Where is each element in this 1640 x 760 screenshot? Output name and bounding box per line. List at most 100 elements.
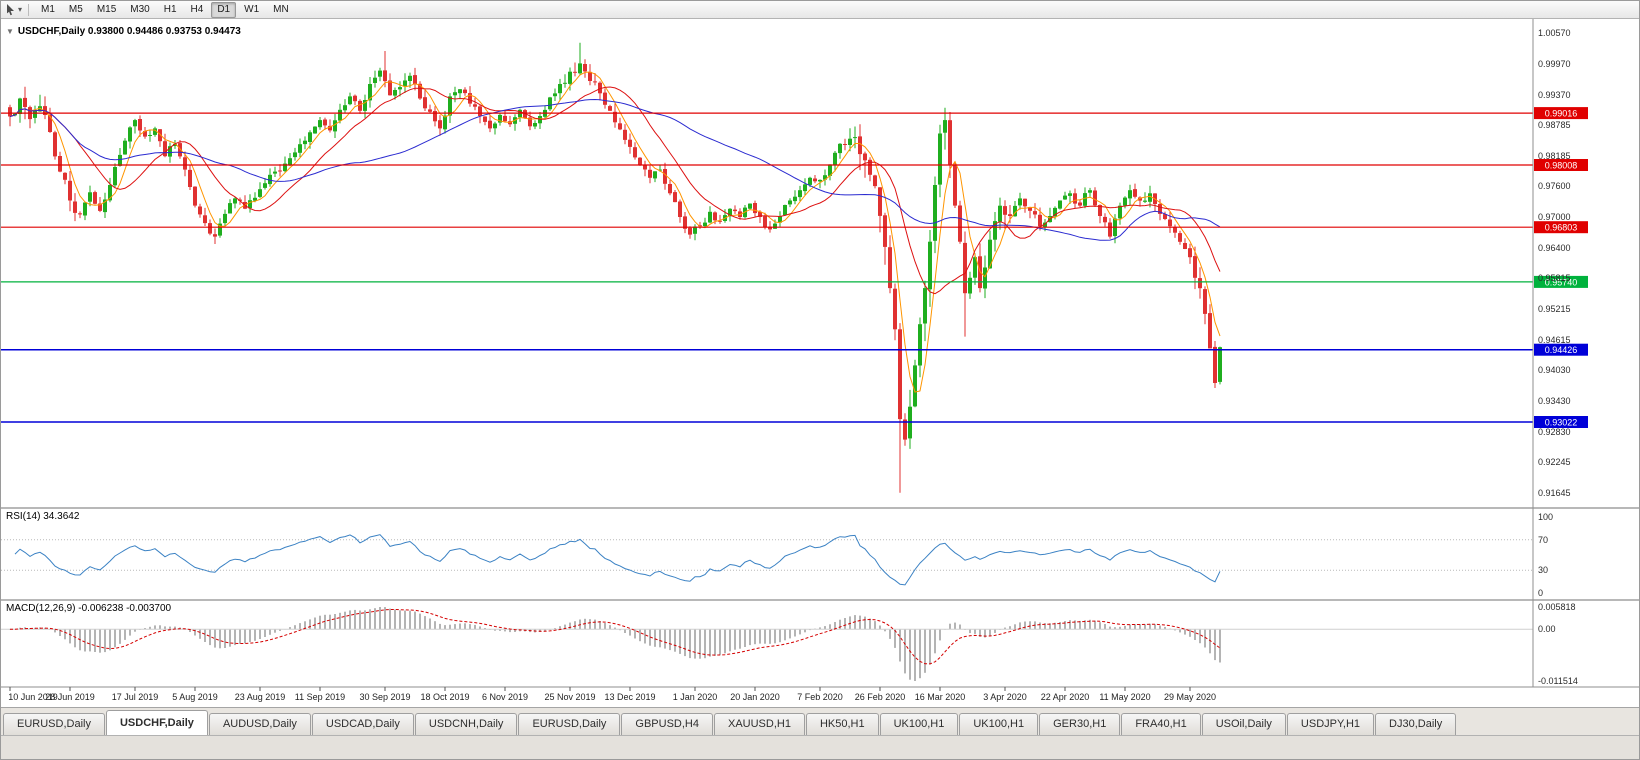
macd-histogram-group — [1, 607, 1533, 681]
svg-text:30: 30 — [1538, 565, 1548, 575]
svg-text:0.97000: 0.97000 — [1538, 212, 1571, 222]
svg-text:0.94615: 0.94615 — [1538, 335, 1571, 345]
macd-signal-line — [10, 609, 1221, 665]
price-tag-0.95740 — [1534, 275, 1588, 288]
status-bar — [1, 735, 1639, 759]
svg-text:1.00570: 1.00570 — [1538, 28, 1571, 38]
svg-text:0.98185: 0.98185 — [1538, 151, 1571, 161]
svg-text:0.93430: 0.93430 — [1538, 396, 1571, 406]
chart-tab-10-uk100-h1[interactable]: UK100,H1 — [959, 713, 1039, 735]
svg-text:0: 0 — [1538, 588, 1543, 598]
svg-text:13 Dec 2019: 13 Dec 2019 — [604, 692, 655, 702]
svg-text:0.91645: 0.91645 — [1538, 488, 1571, 498]
macd-panel-divider[interactable] — [1, 599, 1640, 601]
price-tag-0.96803 — [1534, 221, 1588, 234]
chart-tab-5-eurusd-daily[interactable]: EURUSD,Daily — [518, 713, 621, 735]
tf-button-mn[interactable]: MN — [273, 3, 289, 15]
toolbar-separator — [28, 3, 30, 16]
rsi-axis-labels: 100 70 30 0 — [1538, 512, 1553, 598]
svg-text:26 Feb 2020: 26 Feb 2020 — [855, 692, 906, 702]
chart-tab-13-usoil-daily[interactable]: USOil,Daily — [1201, 713, 1286, 735]
hline-0.98008[interactable]: 0.98008 — [1, 159, 1588, 171]
chart-tab-0-eurusd-daily[interactable]: EURUSD,Daily — [3, 713, 105, 735]
chart-tab-2-audusd-daily[interactable]: AUDUSD,Daily — [208, 713, 311, 735]
rsi-line — [14, 534, 1221, 586]
svg-text:0.95215: 0.95215 — [1538, 304, 1571, 314]
svg-text:11 Sep 2019: 11 Sep 2019 — [295, 692, 345, 702]
macd-axis-labels: 0.005818 0.00 -0.011514 — [1538, 602, 1578, 686]
svg-text:30 Sep 2019: 30 Sep 2019 — [359, 692, 410, 702]
svg-text:1 Jan 2020: 1 Jan 2020 — [673, 692, 718, 702]
chart-tab-8-hk50-h1[interactable]: HK50,H1 — [805, 713, 879, 735]
svg-text:0.97600: 0.97600 — [1538, 181, 1571, 191]
tf-button-m5[interactable]: M5 — [68, 3, 83, 15]
chart-tab-15-dj30-daily[interactable]: DJ30,Daily — [1375, 713, 1457, 735]
ma-fast-line — [9, 71, 1221, 393]
svg-text:17 Jul 2019: 17 Jul 2019 — [112, 692, 159, 702]
svg-text:0.95740: 0.95740 — [1545, 277, 1578, 287]
svg-text:5 Aug 2019: 5 Aug 2019 — [172, 692, 218, 702]
hline-0.96803[interactable]: 0.96803 — [1, 221, 1588, 234]
chart-tab-11-ger30-h1[interactable]: GER30,H1 — [1039, 713, 1121, 735]
chart-tab-4-usdcnh-daily[interactable]: USDCNH,Daily — [414, 713, 518, 735]
svg-text:0.00: 0.00 — [1538, 624, 1556, 634]
price-tag-0.94426 — [1534, 343, 1588, 356]
chart-tab-12-fra40-h1[interactable]: FRA40,H1 — [1121, 713, 1201, 735]
svg-text:7 Feb 2020: 7 Feb 2020 — [797, 692, 843, 702]
chart-background — [1, 19, 1639, 707]
chart-tab-3-usdcad-daily[interactable]: USDCAD,Daily — [311, 713, 414, 735]
chart-tab-9-uk100-h1[interactable]: UK100,H1 — [879, 713, 959, 735]
cursor-tool-icon[interactable] — [4, 3, 17, 16]
svg-text:28 Jun 2019: 28 Jun 2019 — [45, 692, 95, 702]
chart-tab-1-usdchf-daily[interactable]: USDCHF,Daily — [105, 710, 208, 735]
rsi-group — [1, 539, 1533, 571]
svg-text:0.96400: 0.96400 — [1538, 243, 1571, 253]
svg-text:22 Apr 2020: 22 Apr 2020 — [1041, 692, 1090, 702]
svg-text:29 May 2020: 29 May 2020 — [1164, 692, 1216, 702]
svg-text:0.99970: 0.99970 — [1538, 59, 1571, 69]
svg-text:100: 100 — [1538, 512, 1553, 522]
svg-text:18 Oct 2019: 18 Oct 2019 — [420, 692, 469, 702]
svg-text:0.005818: 0.005818 — [1538, 602, 1576, 612]
tf-button-m30[interactable]: M30 — [130, 3, 150, 15]
svg-text:0.92245: 0.92245 — [1538, 457, 1571, 467]
ma-mid-line — [9, 86, 1221, 295]
hline-0.99016[interactable]: 0.99016 — [1, 107, 1588, 120]
tf-button-w1[interactable]: W1 — [244, 3, 260, 15]
price-axis-labels: 1.00570 0.99970 0.99370 0.98785 0.98185 0.976… — [1538, 28, 1571, 498]
svg-text:-0.011514: -0.011514 — [1538, 676, 1578, 686]
svg-text:0.98008: 0.98008 — [1545, 161, 1578, 171]
tf-button-d1[interactable]: D1 — [211, 1, 237, 18]
price-tag-0.99016 — [1534, 107, 1588, 120]
svg-text:0.94030: 0.94030 — [1538, 365, 1571, 375]
svg-text:0.95815: 0.95815 — [1538, 273, 1571, 283]
tf-button-h4[interactable]: H4 — [190, 3, 204, 15]
price-tag-0.93022 — [1534, 416, 1588, 428]
chart-region: 0.99016 0.98008 0.96803 0.95740 0.94426 0.930… — [1, 19, 1640, 707]
chart-tab-7-xauusd-h1[interactable]: XAUUSD,H1 — [713, 713, 805, 735]
hline-0.94426[interactable]: 0.94426 — [1, 343, 1588, 356]
svg-text:0.93022: 0.93022 — [1545, 418, 1578, 428]
tf-button-m1[interactable]: M1 — [41, 3, 55, 15]
hline-0.95740[interactable]: 0.95740 — [1, 275, 1588, 288]
tf-button-m15[interactable]: M15 — [96, 3, 117, 15]
rsi-panel-divider[interactable] — [1, 507, 1640, 509]
svg-text:10 Jun 2019: 10 Jun 2019 — [8, 692, 58, 702]
chart-tab-6-gbpusd-h4[interactable]: GBPUSD,H4 — [621, 713, 713, 735]
svg-text:0.99370: 0.99370 — [1538, 90, 1571, 100]
hline-0.93022[interactable]: 0.93022 — [1, 416, 1588, 428]
svg-text:0.92830: 0.92830 — [1538, 427, 1571, 437]
timeframe-toolbar: ▾ M1 M5 M15 M30 H1 H4 D1 W1 MN — [1, 1, 1639, 19]
price-tag-0.98008 — [1534, 159, 1588, 171]
cursor-tool-dropdown-icon[interactable]: ▾ — [18, 4, 23, 14]
chart-canvas[interactable]: 0.99016 0.98008 0.96803 0.95740 0.94426 0.930… — [1, 19, 1640, 707]
tf-button-h1[interactable]: H1 — [163, 3, 177, 15]
chart-tabs-bar: EURUSD,Daily USDCHF,Daily AUDUSD,Daily USDC… — [1, 707, 1639, 735]
ma-slow-line — [9, 98, 1221, 241]
chart-tab-14-usdjpy-h1[interactable]: USDJPY,H1 — [1286, 713, 1375, 735]
svg-text:70: 70 — [1538, 535, 1548, 545]
svg-text:3 Apr 2020: 3 Apr 2020 — [983, 692, 1027, 702]
svg-text:0.94426: 0.94426 — [1545, 345, 1578, 355]
chart-collapse-icon[interactable]: ▼ — [6, 27, 14, 36]
